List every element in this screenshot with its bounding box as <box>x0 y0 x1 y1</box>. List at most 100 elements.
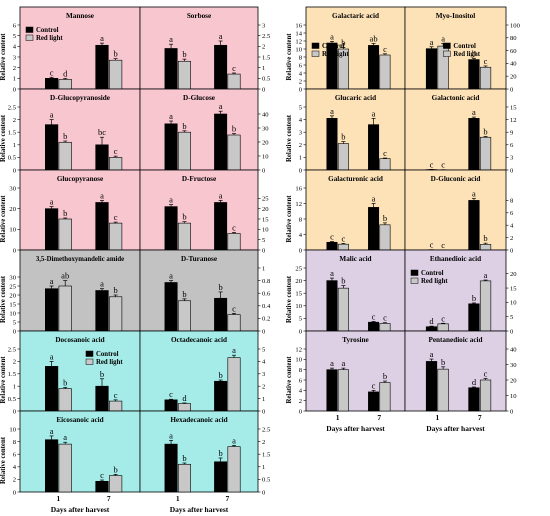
bar-control <box>468 303 480 332</box>
significance-letter: b <box>441 357 445 367</box>
bar-control <box>214 380 228 412</box>
bar-control <box>164 206 178 251</box>
y-tick-label: 0 <box>510 328 514 335</box>
panel-title: Eicosanoic acid <box>56 416 103 424</box>
bar-red-light <box>109 296 123 332</box>
y-tick-label: 5 <box>13 33 17 40</box>
y-tick-label: 4 <box>510 223 514 230</box>
y-tick-label: 40 <box>262 111 269 118</box>
y-tick-label: 8 <box>13 439 17 446</box>
y-tick-label: 1 <box>262 65 265 72</box>
bar-red-light <box>177 222 191 251</box>
y-tick-label: 1 <box>262 464 265 471</box>
bar-red-light <box>379 323 391 332</box>
bar-red-light <box>177 300 191 332</box>
y-tick-label: 1 <box>13 76 16 83</box>
y-tick-label: 30 <box>9 274 16 281</box>
y-tick-label: 2 <box>13 359 16 366</box>
significance-letter: a <box>219 101 223 111</box>
significance-letter: ab <box>370 33 378 43</box>
legend-swatch-red-light <box>443 50 451 57</box>
x-axis-label: Days after harvest <box>326 424 385 433</box>
bar-control <box>326 280 338 332</box>
y-tick-label: 0.5 <box>8 396 17 403</box>
bar-red-light <box>58 218 72 251</box>
y-tick-label: 25 <box>9 283 16 290</box>
y-tick-label: 5 <box>510 314 514 321</box>
y-tick-label: 0.5 <box>262 76 271 83</box>
significance-letter: c <box>430 159 434 169</box>
bar-red-light <box>379 158 391 171</box>
y-axis-label: Relative content <box>286 275 293 323</box>
x-axis-label: Days after harvest <box>51 505 110 514</box>
y-tick-label: 100 <box>510 22 521 29</box>
significance-letter: a <box>219 190 223 200</box>
panel-title: Docosanoic acid <box>55 336 104 344</box>
y-tick-label: 0.4 <box>262 303 271 310</box>
y-axis-label: Relative content <box>0 114 7 162</box>
y-tick-label: 2 <box>13 117 16 124</box>
legend-label-control: Control <box>322 43 345 50</box>
y-tick-label: 6 <box>510 142 514 149</box>
y-tick-label: 2.5 <box>8 346 17 353</box>
y-tick-label: 1 <box>262 396 265 403</box>
y-tick-label: 40 <box>510 346 517 353</box>
significance-letter: a <box>50 276 54 286</box>
y-tick-label: 0.8 <box>262 278 271 285</box>
panel-title: Ethanedioic acid <box>430 255 481 263</box>
significance-letter: c <box>330 231 334 241</box>
y-tick-label: 20 <box>9 206 16 213</box>
bar-red-light <box>109 59 123 90</box>
y-tick-label: 0 <box>13 247 17 254</box>
bar-control <box>326 118 338 171</box>
panel-title: Sorbose <box>187 12 211 20</box>
significance-letter: d <box>429 316 434 326</box>
y-tick-label: 4 <box>299 117 303 124</box>
bar-red-light <box>379 54 391 90</box>
bar-red-light <box>177 131 191 171</box>
y-tick-label: 15 <box>510 285 517 292</box>
significance-letter: b <box>63 208 67 218</box>
y-tick-label: 2 <box>299 398 302 405</box>
bar-red-light <box>227 357 241 412</box>
bar-red-light <box>177 463 191 493</box>
bar-red-light <box>58 141 72 171</box>
significance-letter: b <box>483 233 487 243</box>
significance-letter: a <box>169 111 173 121</box>
y-tick-label: 3 <box>13 54 17 61</box>
y-tick-label: 30 <box>262 125 269 132</box>
y-tick-label: 5 <box>13 319 17 326</box>
chart-panel: 0 5 10 15 20 25 30 3,5-Dimethoxymandelic amide a… <box>0 249 141 335</box>
legend-swatch-red-light <box>410 277 419 284</box>
bar-control <box>468 200 480 251</box>
y-tick-label: 16 <box>295 185 302 192</box>
legend-swatch-control <box>85 350 94 357</box>
bar-red-light <box>437 323 449 332</box>
bar-red-light <box>479 66 492 90</box>
bar-red-light <box>337 143 349 171</box>
significance-letter: c <box>383 313 387 323</box>
legend-swatch-control <box>443 42 451 49</box>
y-tick-label: 2 <box>299 142 302 149</box>
y-tick-label: 12 <box>295 346 302 353</box>
bar-control <box>95 385 109 412</box>
y-tick-label: 12 <box>295 38 302 45</box>
panel-title: D-Fructose <box>182 175 216 183</box>
y-tick-label: 20 <box>295 278 302 285</box>
y-tick-label: 15 <box>510 104 517 111</box>
significance-letter: a <box>330 31 334 41</box>
significance-letter: b <box>472 48 476 58</box>
x-axis-label: Days after harvest <box>426 424 485 433</box>
x-tick-label: 1 <box>57 494 61 503</box>
y-tick-label: 10 <box>295 303 302 310</box>
bar-red-light <box>479 379 492 412</box>
y-tick-label: 5 <box>262 237 266 244</box>
panel-title: Galactonic acid <box>432 94 480 102</box>
